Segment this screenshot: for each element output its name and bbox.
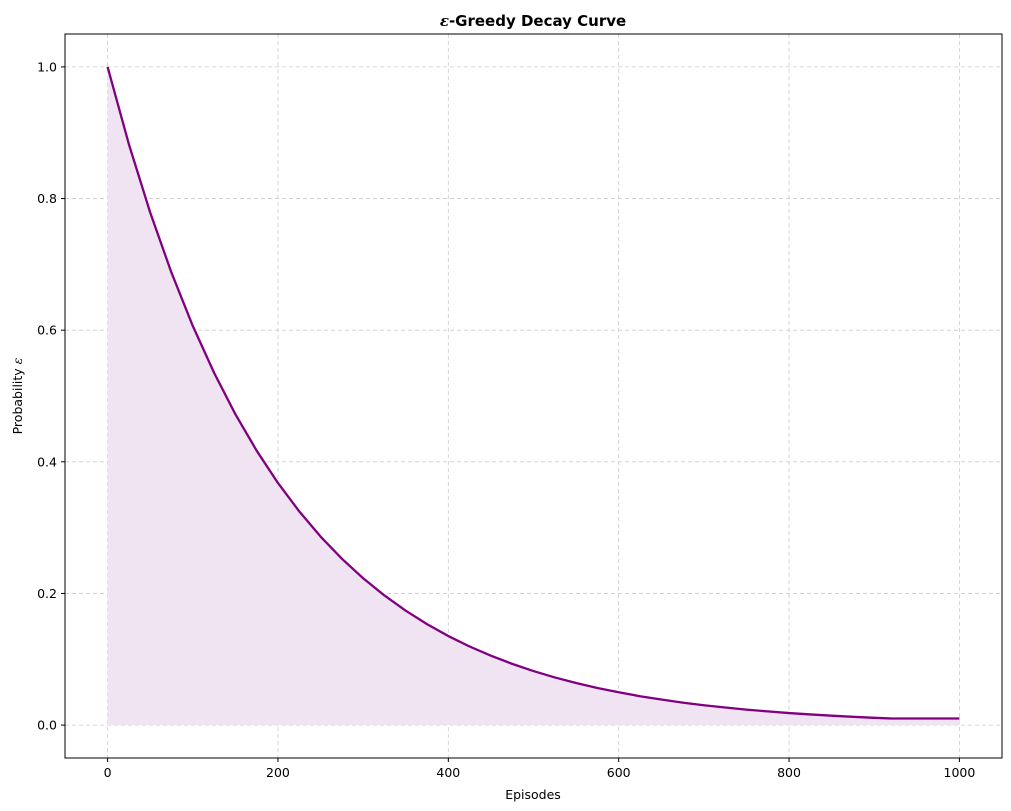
y-tick-label: 0.2 [37,586,57,601]
chart-title: ε-Greedy Decay Curve [440,12,626,30]
y-axis-ticks: 0.0 0.2 0.4 0.6 0.8 1.0 [37,59,65,733]
x-axis-label: Episodes [505,787,561,802]
x-tick-label: 600 [607,765,631,780]
x-tick-label: 0 [104,765,112,780]
area-fill [107,66,960,726]
x-tick-label: 200 [266,765,290,780]
y-axis-label: Probability ε [10,357,25,434]
plot-frame [64,33,1003,759]
y-tick-label: 0.8 [37,191,57,206]
y-tick-label: 0.6 [37,323,57,338]
y-tick-label: 1.0 [37,59,57,74]
y-tick-label: 0.0 [37,718,57,733]
x-tick-label: 1000 [944,765,976,780]
x-axis-ticks: 0 200 400 600 800 1000 [104,758,976,780]
x-tick-label: 400 [436,765,460,780]
series-line [106,66,960,720]
y-tick-label: 0.4 [37,454,57,469]
x-tick-label: 800 [777,765,801,780]
